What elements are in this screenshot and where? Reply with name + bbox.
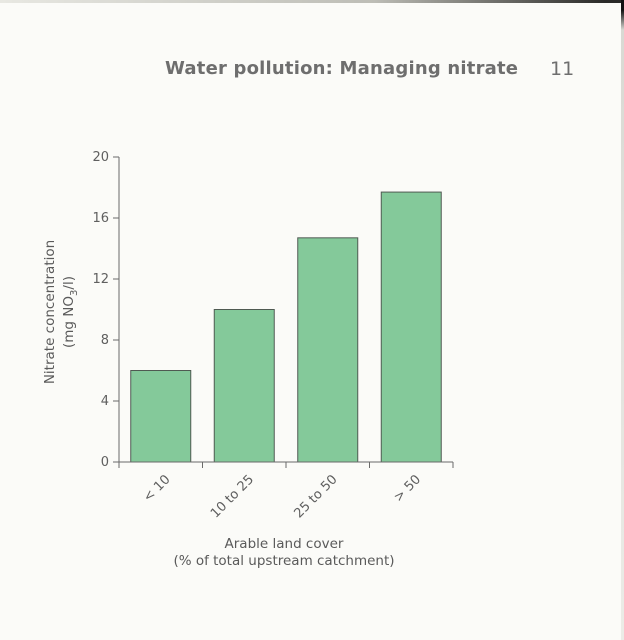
x-tick-label: 25 to 50 [292, 472, 341, 521]
bar [380, 191, 442, 463]
y-axis-unit-suffix: /l) [61, 276, 77, 290]
y-axis-unit-subscript: 3 [69, 290, 80, 296]
x-axis-title: Arable land cover [225, 536, 344, 552]
x-tick-label: < 10 [141, 472, 174, 505]
bar [213, 309, 275, 463]
y-tick-label: 16 [92, 211, 109, 226]
bars [130, 191, 442, 463]
x-tick-label: > 50 [391, 472, 424, 505]
x-axis-ticks: < 10 10 to 25 25 to 50 > 50 [118, 462, 454, 521]
y-axis-unit: (mg NO3/l) [61, 276, 80, 348]
page-right-edge [621, 0, 624, 640]
y-tick-label: 8 [101, 333, 109, 348]
page-number: 11 [550, 58, 575, 80]
bar [297, 237, 359, 463]
y-axis-ticks: 0 4 8 12 16 20 [92, 150, 119, 470]
y-tick-label: 0 [101, 455, 109, 470]
y-tick-label: 12 [92, 272, 109, 287]
x-axis-subtitle: (% of total upstream catchment) [173, 553, 394, 569]
bar [130, 370, 192, 463]
y-tick-label: 4 [101, 394, 109, 409]
running-header-title: Water pollution: Managing nitrate [165, 58, 519, 79]
y-axis-unit-prefix: (mg NO [61, 296, 77, 348]
y-axis-title: Nitrate concentration [42, 240, 58, 384]
x-tick-label: 10 to 25 [208, 472, 257, 521]
page-top-edge [0, 0, 624, 3]
y-tick-label: 20 [92, 150, 109, 165]
